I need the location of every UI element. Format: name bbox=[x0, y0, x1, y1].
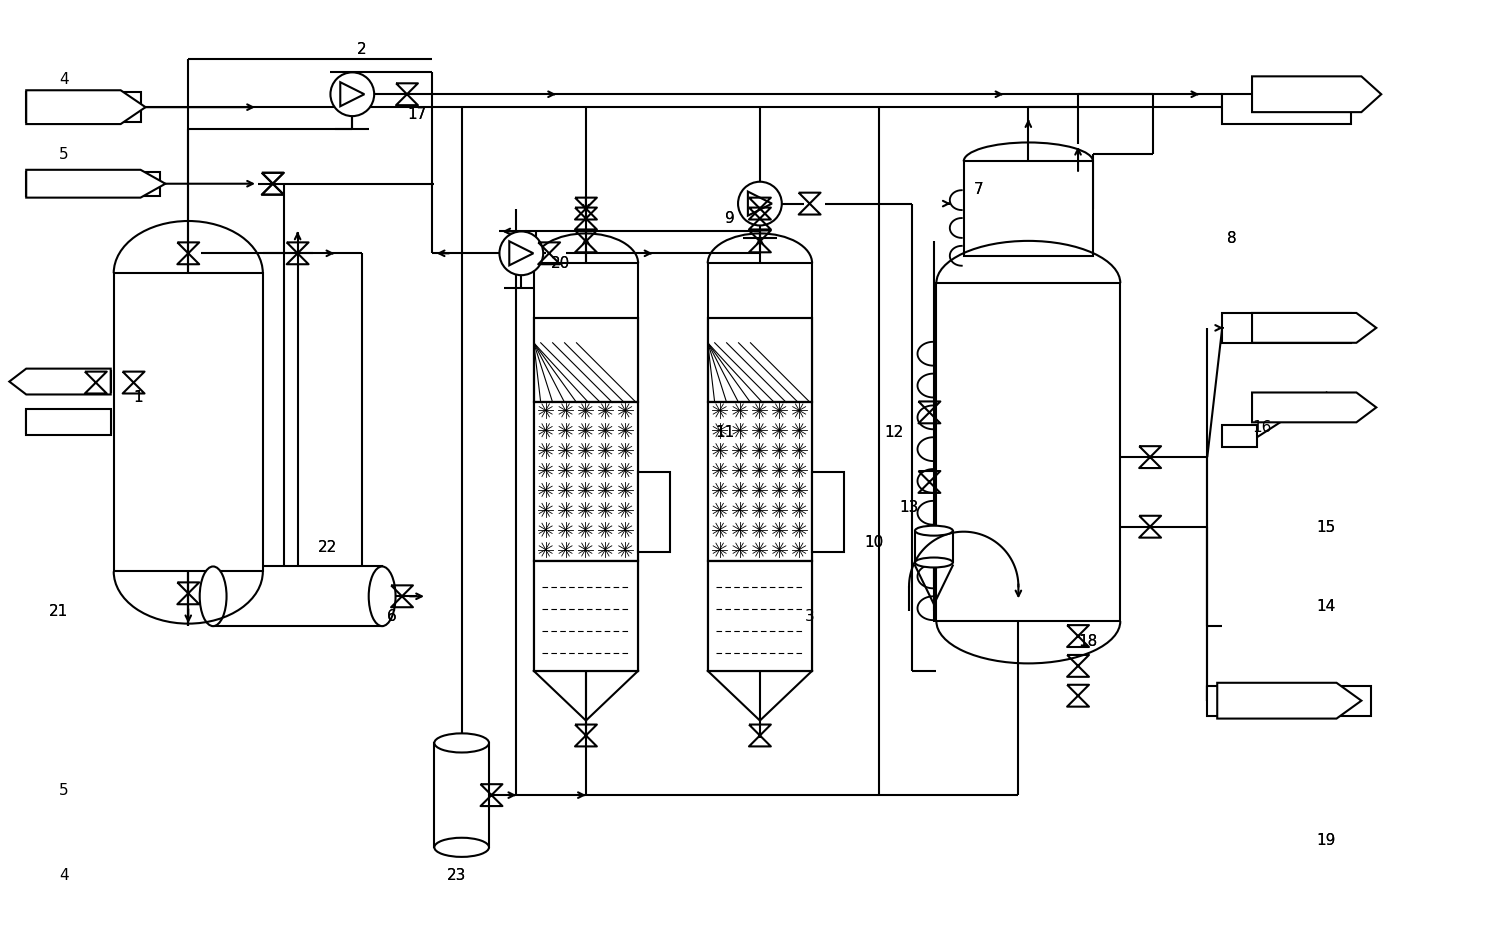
Text: 15: 15 bbox=[1317, 520, 1336, 535]
Bar bbox=[534, 562, 638, 671]
Ellipse shape bbox=[368, 566, 395, 626]
Text: 11: 11 bbox=[716, 426, 735, 440]
Bar bbox=[27, 411, 110, 433]
Bar bbox=[708, 562, 813, 671]
Ellipse shape bbox=[200, 566, 227, 626]
Polygon shape bbox=[27, 169, 166, 198]
Text: 9: 9 bbox=[725, 211, 735, 227]
Text: 13: 13 bbox=[899, 500, 918, 515]
Text: 10: 10 bbox=[865, 535, 884, 549]
Text: 18: 18 bbox=[1078, 634, 1097, 649]
Text: 6: 6 bbox=[388, 609, 397, 625]
Bar bbox=[534, 562, 638, 671]
Bar bbox=[1223, 426, 1257, 447]
Bar bbox=[963, 161, 1093, 256]
Text: 19: 19 bbox=[1317, 833, 1336, 848]
Bar bbox=[813, 472, 844, 551]
Polygon shape bbox=[27, 90, 146, 124]
Bar bbox=[708, 562, 813, 671]
Bar bbox=[638, 472, 669, 551]
Ellipse shape bbox=[434, 838, 489, 857]
Bar bbox=[534, 318, 638, 403]
Text: 22: 22 bbox=[318, 540, 337, 555]
Polygon shape bbox=[9, 368, 110, 394]
Text: 4: 4 bbox=[60, 867, 69, 883]
Text: 17: 17 bbox=[407, 107, 426, 122]
Bar bbox=[27, 92, 140, 122]
Bar bbox=[915, 530, 953, 563]
Text: 17: 17 bbox=[407, 107, 426, 122]
Circle shape bbox=[499, 231, 543, 275]
Text: 21: 21 bbox=[49, 605, 69, 619]
Text: 7: 7 bbox=[974, 182, 983, 197]
Polygon shape bbox=[27, 409, 110, 435]
Text: 11: 11 bbox=[716, 426, 735, 440]
Bar bbox=[1208, 685, 1372, 716]
Text: 13: 13 bbox=[899, 500, 918, 515]
Ellipse shape bbox=[915, 558, 953, 567]
Text: 10: 10 bbox=[865, 535, 884, 549]
Ellipse shape bbox=[915, 526, 953, 536]
Circle shape bbox=[738, 182, 781, 226]
Text: 9: 9 bbox=[725, 211, 735, 227]
Text: 12: 12 bbox=[884, 426, 904, 440]
Polygon shape bbox=[1252, 76, 1381, 112]
Text: 14: 14 bbox=[1317, 599, 1336, 614]
Bar bbox=[708, 318, 813, 403]
Bar bbox=[213, 566, 382, 626]
Text: 7: 7 bbox=[974, 182, 983, 197]
Text: 1: 1 bbox=[134, 390, 143, 406]
Bar bbox=[708, 264, 813, 671]
Bar bbox=[1223, 313, 1351, 343]
Bar bbox=[534, 403, 638, 562]
Bar bbox=[27, 370, 110, 392]
Bar bbox=[434, 743, 489, 847]
Text: 20: 20 bbox=[552, 256, 571, 271]
Text: 19: 19 bbox=[1317, 833, 1336, 848]
Ellipse shape bbox=[434, 733, 489, 752]
Bar bbox=[113, 273, 262, 571]
Text: 23: 23 bbox=[447, 867, 467, 883]
Text: 16: 16 bbox=[1252, 420, 1272, 435]
Polygon shape bbox=[1252, 392, 1376, 423]
Text: 21: 21 bbox=[49, 605, 69, 619]
Text: 4: 4 bbox=[60, 72, 69, 88]
Text: 3: 3 bbox=[805, 609, 814, 625]
Bar bbox=[1223, 94, 1351, 124]
Bar bbox=[534, 264, 638, 671]
Text: 2: 2 bbox=[358, 43, 367, 57]
Text: 8: 8 bbox=[1227, 231, 1238, 247]
Bar bbox=[708, 318, 813, 403]
Text: 8: 8 bbox=[1227, 231, 1238, 247]
Text: 2: 2 bbox=[358, 43, 367, 57]
Polygon shape bbox=[1217, 683, 1361, 719]
Text: 15: 15 bbox=[1317, 520, 1336, 535]
Text: 5: 5 bbox=[60, 147, 69, 162]
Text: 5: 5 bbox=[60, 783, 69, 798]
Circle shape bbox=[331, 72, 374, 116]
Text: 20: 20 bbox=[552, 256, 571, 271]
Bar bbox=[534, 403, 638, 562]
Text: 12: 12 bbox=[884, 426, 904, 440]
Text: 23: 23 bbox=[447, 867, 467, 883]
Polygon shape bbox=[1252, 313, 1376, 343]
Bar bbox=[708, 403, 813, 562]
Bar bbox=[936, 283, 1120, 621]
Bar bbox=[27, 171, 161, 196]
Text: 22: 22 bbox=[318, 540, 337, 555]
Text: 18: 18 bbox=[1078, 634, 1097, 649]
Bar bbox=[708, 403, 813, 562]
Text: 14: 14 bbox=[1317, 599, 1336, 614]
Text: 1: 1 bbox=[134, 390, 143, 406]
Bar bbox=[534, 318, 638, 403]
Text: 6: 6 bbox=[388, 609, 397, 625]
